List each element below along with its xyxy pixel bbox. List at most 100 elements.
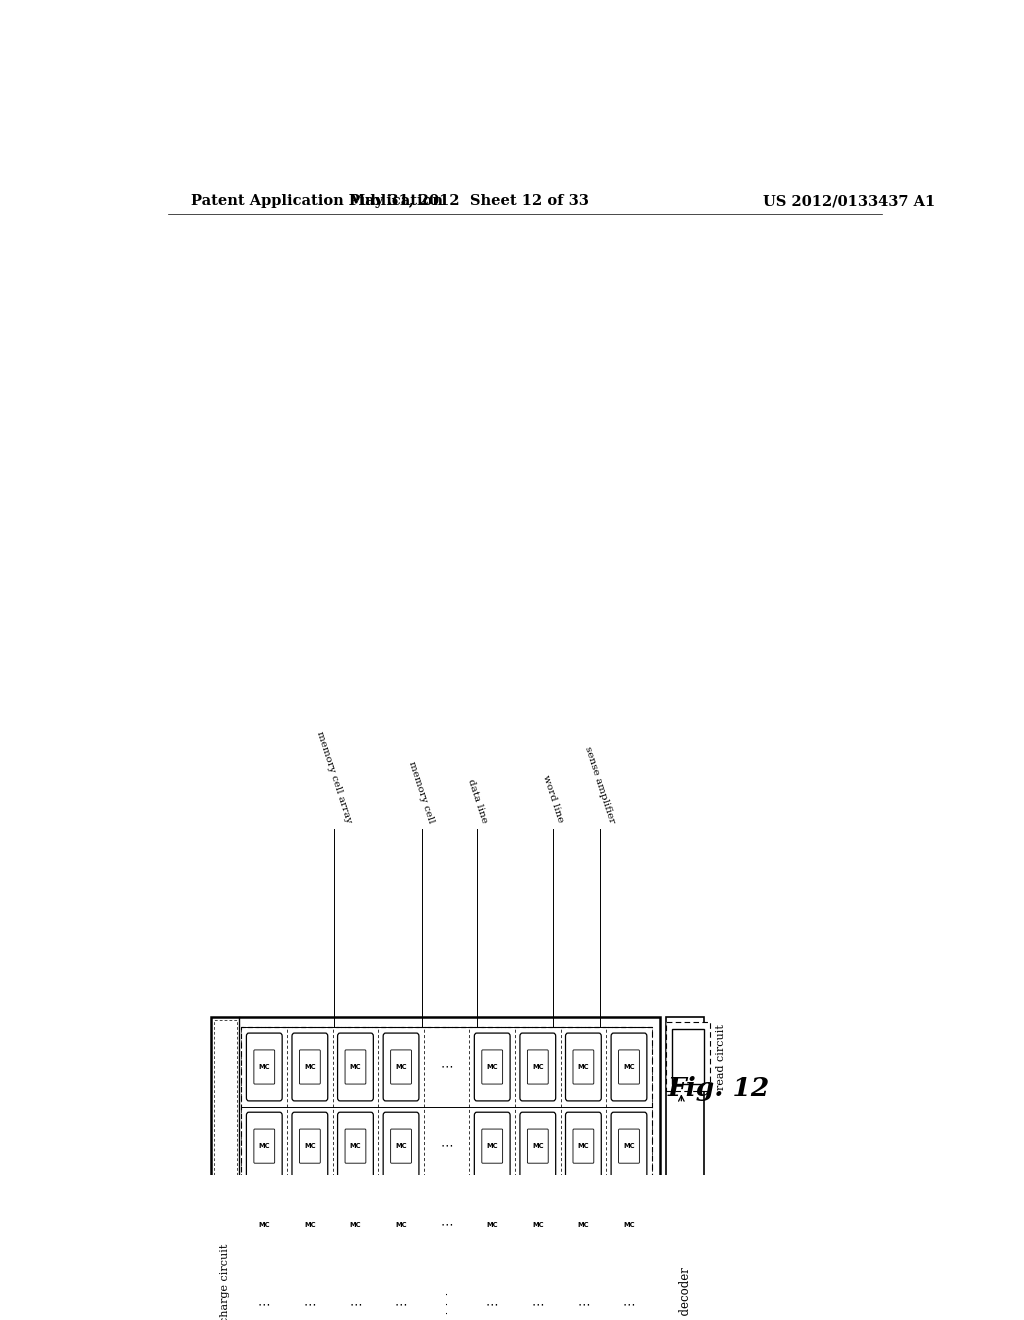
FancyBboxPatch shape	[618, 1129, 639, 1163]
Text: MC: MC	[532, 1143, 544, 1150]
FancyBboxPatch shape	[573, 1208, 594, 1242]
Text: MC: MC	[350, 1064, 361, 1071]
FancyBboxPatch shape	[527, 1208, 548, 1242]
Text: memory cell array: memory cell array	[315, 730, 353, 824]
Bar	[666, 1022, 710, 1092]
Text: ⋅
⋅
⋅: ⋅ ⋅ ⋅	[445, 1290, 449, 1319]
FancyBboxPatch shape	[390, 1049, 412, 1084]
Text: MC: MC	[395, 1064, 407, 1071]
FancyBboxPatch shape	[254, 1208, 274, 1242]
Text: row decoder: row decoder	[679, 1267, 692, 1320]
FancyBboxPatch shape	[299, 1049, 321, 1084]
FancyBboxPatch shape	[390, 1129, 412, 1163]
FancyBboxPatch shape	[247, 1034, 283, 1101]
FancyBboxPatch shape	[565, 1034, 601, 1101]
FancyBboxPatch shape	[383, 1192, 419, 1259]
FancyBboxPatch shape	[482, 1129, 503, 1163]
Text: precharge circuit: precharge circuit	[220, 1243, 230, 1320]
FancyBboxPatch shape	[299, 1129, 321, 1163]
Text: ⋯: ⋯	[531, 1298, 544, 1311]
FancyBboxPatch shape	[474, 1192, 510, 1259]
FancyBboxPatch shape	[383, 1113, 419, 1180]
Text: MC: MC	[350, 1222, 361, 1228]
FancyBboxPatch shape	[474, 1034, 510, 1101]
Text: MC: MC	[624, 1143, 635, 1150]
FancyBboxPatch shape	[292, 1034, 328, 1101]
Text: MC: MC	[486, 1222, 498, 1228]
FancyBboxPatch shape	[345, 1208, 366, 1242]
FancyBboxPatch shape	[520, 1192, 556, 1259]
Text: MC: MC	[532, 1064, 544, 1071]
FancyBboxPatch shape	[345, 1049, 366, 1084]
FancyBboxPatch shape	[345, 1129, 366, 1163]
Text: MC: MC	[486, 1143, 498, 1150]
FancyBboxPatch shape	[611, 1113, 647, 1180]
Bar	[672, 1030, 705, 1084]
FancyBboxPatch shape	[474, 1113, 510, 1180]
Text: MC: MC	[578, 1143, 589, 1150]
Text: MC: MC	[258, 1143, 270, 1150]
FancyBboxPatch shape	[565, 1113, 601, 1180]
Text: MC: MC	[578, 1222, 589, 1228]
Text: memory cell: memory cell	[408, 760, 436, 824]
Text: MC: MC	[578, 1064, 589, 1071]
Text: MC: MC	[304, 1222, 315, 1228]
Text: MC: MC	[624, 1222, 635, 1228]
Text: MC: MC	[258, 1064, 270, 1071]
Text: ⋯: ⋯	[349, 1298, 361, 1311]
Bar	[214, 1020, 237, 1320]
FancyBboxPatch shape	[383, 1034, 419, 1101]
Text: ⋯: ⋯	[486, 1298, 499, 1311]
Text: ⋯: ⋯	[304, 1298, 316, 1311]
Bar	[666, 1018, 705, 1320]
Text: MC: MC	[304, 1064, 315, 1071]
FancyBboxPatch shape	[482, 1049, 503, 1084]
FancyBboxPatch shape	[292, 1192, 328, 1259]
Text: ⋯: ⋯	[623, 1298, 635, 1311]
Text: ⋯: ⋯	[578, 1298, 590, 1311]
Text: MC: MC	[624, 1064, 635, 1071]
Text: word line: word line	[541, 775, 564, 824]
FancyBboxPatch shape	[254, 1049, 274, 1084]
FancyBboxPatch shape	[611, 1192, 647, 1259]
Bar	[211, 1018, 659, 1320]
FancyBboxPatch shape	[520, 1113, 556, 1180]
FancyBboxPatch shape	[520, 1034, 556, 1101]
FancyBboxPatch shape	[338, 1034, 374, 1101]
FancyBboxPatch shape	[482, 1208, 503, 1242]
FancyBboxPatch shape	[299, 1208, 321, 1242]
Text: MC: MC	[395, 1222, 407, 1228]
Text: ⋯: ⋯	[440, 1060, 453, 1073]
FancyBboxPatch shape	[292, 1113, 328, 1180]
FancyBboxPatch shape	[573, 1129, 594, 1163]
Text: MC: MC	[304, 1143, 315, 1150]
Text: read circuit: read circuit	[716, 1024, 726, 1090]
Text: MC: MC	[532, 1222, 544, 1228]
FancyBboxPatch shape	[565, 1192, 601, 1259]
Text: US 2012/0133437 A1: US 2012/0133437 A1	[763, 194, 935, 209]
Text: Fig. 12: Fig. 12	[668, 1076, 770, 1101]
FancyBboxPatch shape	[338, 1113, 374, 1180]
Text: ⋯: ⋯	[440, 1139, 453, 1152]
Text: sense amplifier: sense amplifier	[584, 744, 616, 824]
Text: MC: MC	[350, 1143, 361, 1150]
FancyBboxPatch shape	[338, 1192, 374, 1259]
Text: data line: data line	[466, 777, 488, 824]
Text: ⋯: ⋯	[395, 1298, 408, 1311]
Text: ⋯: ⋯	[440, 1218, 453, 1232]
Text: MC: MC	[486, 1064, 498, 1071]
Text: ⋯: ⋯	[258, 1298, 270, 1311]
Bar	[242, 1027, 651, 1320]
FancyBboxPatch shape	[254, 1129, 274, 1163]
FancyBboxPatch shape	[247, 1192, 283, 1259]
Text: MC: MC	[258, 1222, 270, 1228]
FancyBboxPatch shape	[611, 1034, 647, 1101]
FancyBboxPatch shape	[573, 1049, 594, 1084]
FancyBboxPatch shape	[618, 1208, 639, 1242]
Text: May 31, 2012  Sheet 12 of 33: May 31, 2012 Sheet 12 of 33	[349, 194, 589, 209]
FancyBboxPatch shape	[390, 1208, 412, 1242]
Text: MC: MC	[395, 1143, 407, 1150]
FancyBboxPatch shape	[247, 1113, 283, 1180]
FancyBboxPatch shape	[527, 1129, 548, 1163]
FancyBboxPatch shape	[527, 1049, 548, 1084]
